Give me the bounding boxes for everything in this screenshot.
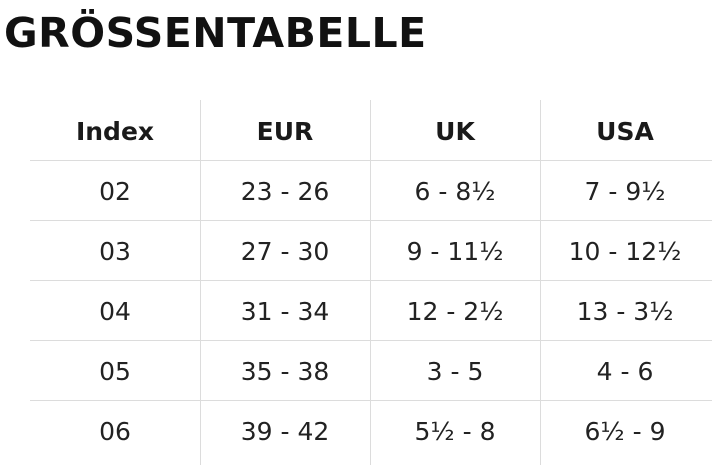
table-cell: 23 - 26 — [240, 177, 330, 206]
table-cell: 39 - 42 — [240, 417, 330, 446]
table-cell: 35 - 38 — [240, 357, 330, 386]
table-cell: 06 — [99, 417, 131, 446]
table-cell: 12 - 2½ — [406, 297, 504, 326]
row-divider — [30, 280, 712, 281]
table-cell: 31 - 34 — [240, 297, 330, 326]
table-cell: 13 - 3½ — [576, 297, 674, 326]
header-cell: Index — [75, 117, 155, 146]
header-cell: UK — [435, 117, 475, 146]
header-cell: USA — [596, 117, 654, 146]
row-divider — [30, 220, 712, 221]
page-title: GRÖSSENTABELLE — [4, 9, 427, 57]
table-cell: 10 - 12½ — [568, 237, 682, 266]
table-cell: 7 - 9½ — [584, 177, 666, 206]
header-cell: EUR — [256, 117, 314, 146]
row-divider — [30, 400, 712, 401]
table-cell: 05 — [99, 357, 131, 386]
table-cell: 9 - 11½ — [406, 237, 504, 266]
table-cell: 6 - 8½ — [414, 177, 496, 206]
table-cell: 4 - 6 — [596, 357, 654, 386]
column-divider — [370, 100, 371, 465]
row-divider — [30, 160, 712, 161]
row-divider — [30, 340, 712, 341]
table-cell: 5½ - 8 — [414, 417, 496, 446]
table-cell: 04 — [99, 297, 131, 326]
column-divider — [540, 100, 541, 465]
table-cell: 02 — [99, 177, 131, 206]
table-cell: 27 - 30 — [240, 237, 330, 266]
table-cell: 3 - 5 — [426, 357, 484, 386]
table-cell: 6½ - 9 — [584, 417, 666, 446]
table-cell: 03 — [99, 237, 131, 266]
column-divider — [200, 100, 201, 465]
